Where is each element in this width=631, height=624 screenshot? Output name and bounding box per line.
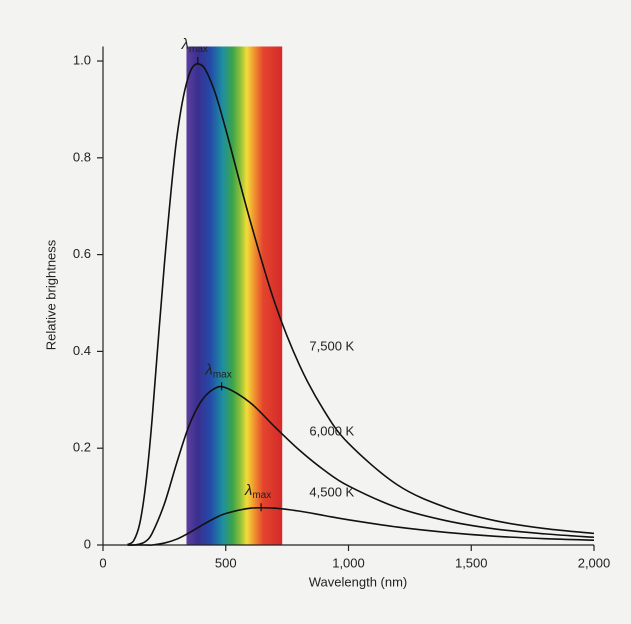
- subscript: max: [213, 369, 232, 380]
- y-tick-label: 0.2: [73, 440, 91, 455]
- visible-spectrum-band: [186, 46, 283, 545]
- y-tick-label: 0: [84, 536, 91, 551]
- lambda: λ: [181, 36, 189, 53]
- peak-annotation: λmax: [204, 361, 231, 380]
- x-tick-label: 2,000: [578, 555, 611, 570]
- curve: [127, 506, 595, 546]
- y-tick-label: 0.4: [73, 343, 91, 358]
- x-tick-label: 500: [215, 555, 237, 570]
- curve-label: 6,000 K: [309, 424, 354, 439]
- lambda: λ: [204, 361, 212, 378]
- x-tick-label: 0: [99, 555, 106, 570]
- x-tick-label: 1,000: [332, 555, 365, 570]
- curve-label: 7,500 K: [309, 338, 354, 353]
- subscript: max: [252, 490, 271, 501]
- y-tick-label: 1.0: [73, 52, 91, 67]
- curve: [127, 63, 595, 546]
- x-tick-label: 1,500: [455, 555, 488, 570]
- y-tick-label: 0.8: [73, 149, 91, 164]
- lambda: λ: [244, 482, 252, 499]
- x-axis-label: Wavelength (nm): [309, 574, 408, 589]
- peak-annotation: λmax: [181, 36, 208, 55]
- curve: [127, 385, 595, 546]
- peak-annotation: λmax: [244, 482, 271, 501]
- curve-label: 4,500 K: [309, 485, 354, 500]
- y-tick-label: 0.6: [73, 246, 91, 261]
- subscript: max: [189, 44, 208, 55]
- y-axis-label: Relative brightness: [43, 239, 58, 350]
